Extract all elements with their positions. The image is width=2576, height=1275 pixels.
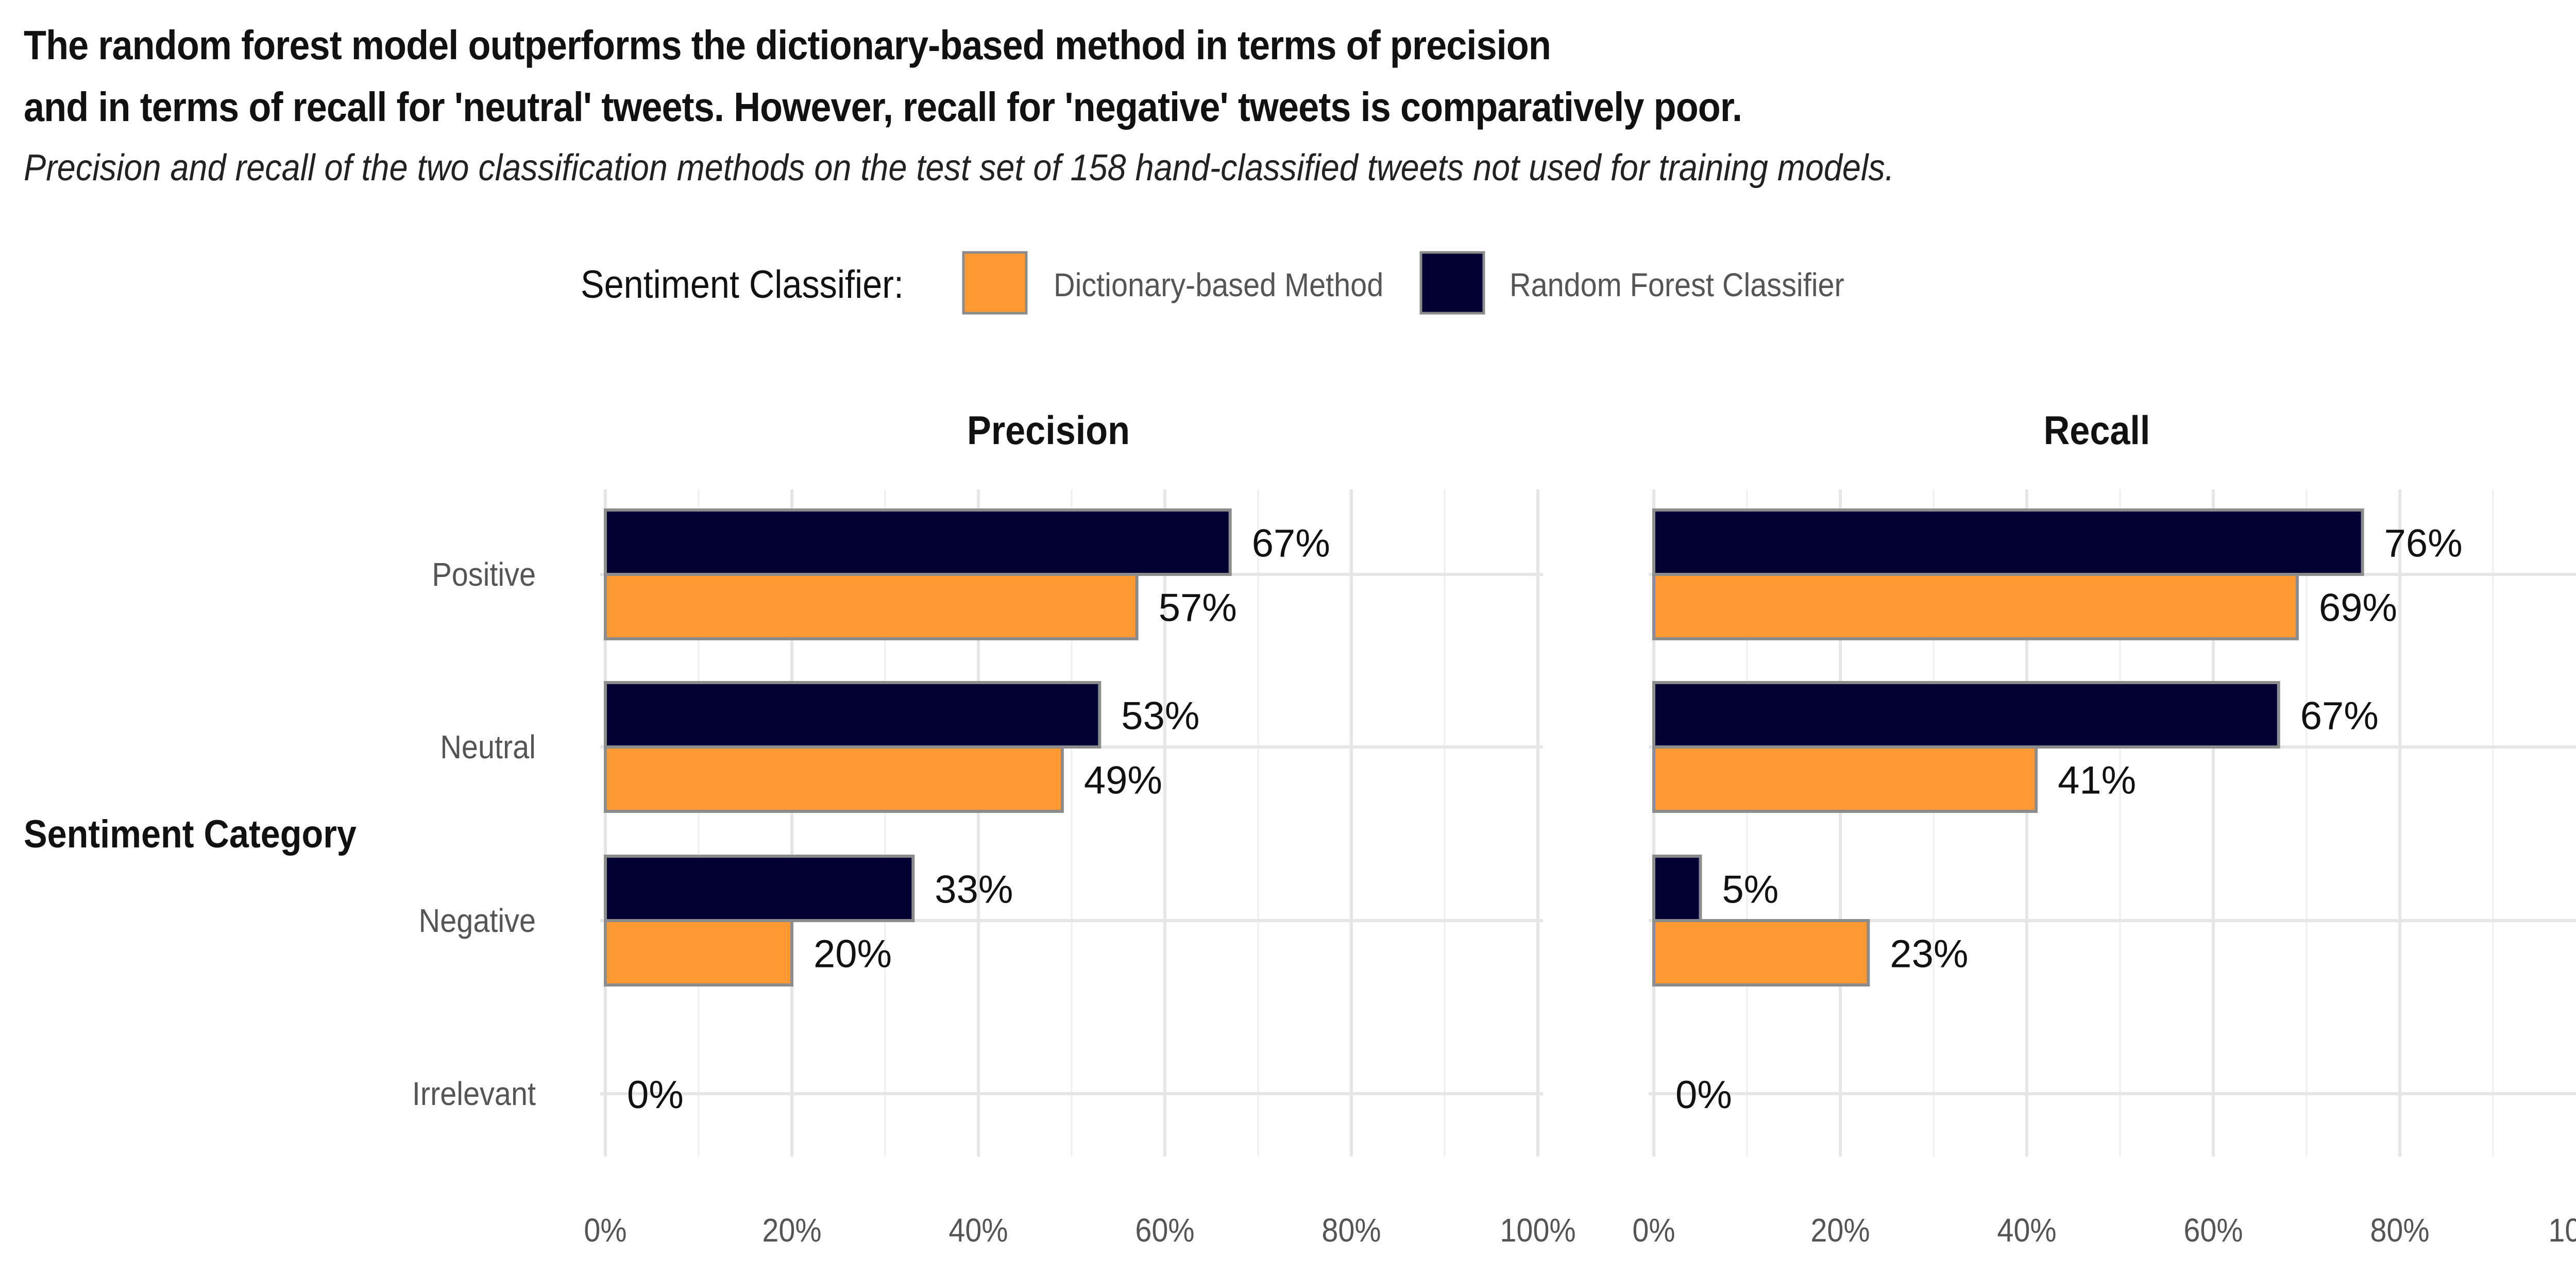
precision-bar-random-forest-classifier-negative (604, 855, 915, 922)
recall-bar-random-forest-classifier-neutral (1652, 681, 2280, 749)
precision-data-label-dictionary-based-method-negative: 20% (814, 932, 892, 976)
recall-bar-dictionary-based-method-positive (1652, 573, 2299, 640)
precision-data-label-random-forest-classifier-negative: 33% (935, 868, 1013, 912)
recall-data-label-random-forest-classifier-positive: 76% (2384, 522, 2463, 566)
precision-data-label-random-forest-classifier-irrelevant: 0% (627, 1073, 684, 1117)
recall-data-label-dictionary-based-method-negative: 23% (1890, 932, 1968, 976)
recall-bar-dictionary-based-method-neutral (1652, 745, 2038, 813)
precision-data-label-dictionary-based-method-positive: 57% (1159, 586, 1237, 630)
precision-data-label-dictionary-based-method-neutral: 49% (1084, 759, 1162, 803)
precision-data-label-random-forest-classifier-neutral: 53% (1121, 694, 1199, 738)
recall-data-label-random-forest-classifier-negative: 5% (1722, 868, 1779, 912)
legend-swatch-1 (962, 251, 1028, 315)
category-label-neutral: Neutral (440, 728, 536, 765)
recall-bar-dictionary-based-method-negative (1652, 919, 1870, 987)
recall-bar-random-forest-classifier-positive (1652, 508, 2364, 576)
recall-data-label-dictionary-based-method-positive: 69% (2319, 586, 2397, 630)
category-label-positive: Positive (432, 556, 536, 592)
recall-panel-title: Recall (2044, 408, 2150, 453)
chart-title-line-1: The random forest model outperforms the … (24, 22, 1551, 68)
chart-subtitle: Precision and recall of the two classifi… (24, 147, 1894, 189)
chart-title: The random forest model outperforms the … (24, 14, 1742, 138)
recall-x-tick-label: 100% (2548, 1212, 2576, 1248)
legend-swatch-2 (1419, 251, 1485, 315)
precision-x-tick-label: 20% (762, 1212, 821, 1248)
y-axis-title: Sentiment Category (24, 813, 357, 856)
precision-bar-dictionary-based-method-positive (604, 573, 1139, 640)
recall-data-label-random-forest-classifier-neutral: 67% (2300, 694, 2379, 738)
legend-label-2: Random Forest Classifier (1510, 266, 1844, 303)
recall-data-label-dictionary-based-method-neutral: 41% (2058, 759, 2136, 803)
legend-title: Sentiment Classifier: (581, 263, 904, 307)
recall-x-tick-label: 0% (1632, 1212, 1675, 1248)
recall-x-tick-label: 40% (1997, 1212, 2056, 1248)
category-label-negative: Negative (419, 902, 536, 939)
recall-data-label-random-forest-classifier-irrelevant: 0% (1675, 1073, 1732, 1117)
recall-bar-random-forest-classifier-negative (1652, 855, 1702, 922)
precision-panel-title: Precision (967, 408, 1130, 453)
precision-bar-dictionary-based-method-neutral (604, 745, 1064, 813)
precision-bar-dictionary-based-method-negative (604, 919, 793, 987)
precision-x-tick-label: 80% (1321, 1212, 1381, 1248)
chart-title-line-2: and in terms of recall for 'neutral' twe… (24, 84, 1742, 130)
recall-x-tick-label: 80% (2370, 1212, 2429, 1248)
precision-x-tick-label: 60% (1135, 1212, 1194, 1248)
precision-data-label-random-forest-classifier-positive: 67% (1252, 522, 1330, 566)
legend-label-1: Dictionary-based Method (1054, 266, 1383, 303)
recall-x-tick-label: 60% (2183, 1212, 2243, 1248)
precision-x-tick-label: 100% (1500, 1212, 1575, 1248)
precision-bar-random-forest-classifier-neutral (604, 681, 1101, 749)
precision-x-tick-label: 0% (584, 1212, 626, 1248)
category-label-irrelevant: Irrelevant (412, 1075, 536, 1112)
precision-x-tick-label: 40% (948, 1212, 1008, 1248)
precision-bar-random-forest-classifier-positive (604, 508, 1232, 576)
recall-x-tick-label: 20% (1810, 1212, 1870, 1248)
